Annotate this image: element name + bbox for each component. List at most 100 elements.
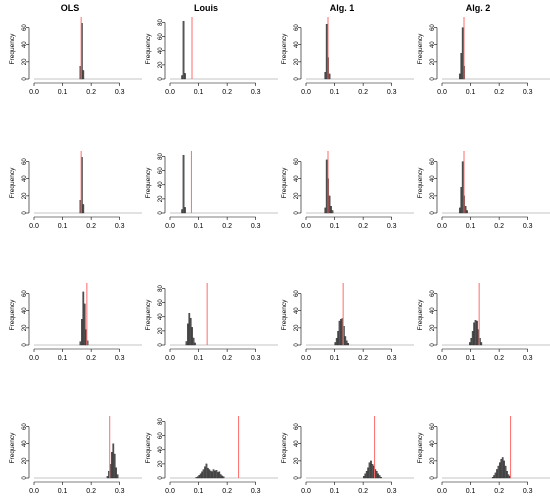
- panel-2-0-y-tick-label-3: 60: [22, 290, 28, 297]
- panel-0-0-y-tick-label-1: 20: [22, 58, 28, 65]
- panel-2-0-bar-2: [82, 291, 85, 346]
- panel-1-1-bar-0: [181, 209, 184, 214]
- panel-1-2-y-tick-label-2: 40: [294, 175, 300, 182]
- panel-2-1-x-tick-label-2: 0.2: [222, 355, 232, 362]
- panel-1-2-x-tick-label-1: 0.1: [330, 223, 340, 230]
- panel-3-1-bar-2: [198, 475, 201, 479]
- panel-0-2-y-tick-label-1: 20: [294, 58, 300, 65]
- panel-1-1-y-tick-label-1: 20: [158, 195, 164, 202]
- panel-3-2-bar-2: [365, 470, 368, 479]
- panel-2-0-y-tick-label-0: 0: [22, 343, 28, 347]
- panel-3-0-x-tick-label-3: 0.3: [115, 488, 125, 495]
- panel-3-2-x-tick-label-1: 0.1: [330, 488, 340, 495]
- panel-1-3-y-label: Frequency: [417, 167, 424, 198]
- panel-1-3-x-tick-label-1: 0.1: [466, 223, 476, 230]
- panel-3-1-bar-19: [222, 476, 225, 479]
- panel-1-2-y-tick-label-1: 20: [294, 192, 300, 199]
- panel-3-2-bar-4: [368, 462, 371, 479]
- panel-2-1-y-tick-label-1: 20: [158, 327, 164, 334]
- panel-2-1-bar-5: [192, 337, 195, 346]
- panel-1-2-y-label: Frequency: [281, 167, 288, 198]
- panel-2-2-bar-7: [344, 336, 347, 346]
- panel-1-2-bar-5: [331, 210, 334, 214]
- panel-2-3-x-tick-label-0: 0.0: [437, 355, 447, 362]
- panel-3-1-bar-8: [206, 467, 209, 479]
- panel-3-0-y-tick-label-3: 60: [22, 423, 28, 430]
- panel-3-2-bar-5: [370, 460, 372, 479]
- panel-2-3-x-tick-label-3: 0.3: [523, 355, 533, 362]
- panel-2-1-y-label: Frequency: [145, 299, 152, 330]
- panel-2-2-bar-8: [345, 340, 348, 346]
- panel-2-0-y-tick-label-2: 40: [22, 307, 28, 314]
- panel-0-3-y-tick-label-1: 20: [430, 58, 436, 65]
- panel-3-1-y-tick-label-1: 20: [158, 460, 164, 467]
- panel-0-2-x-tick-label-1: 0.1: [330, 89, 340, 96]
- panel-3-2-bar-11: [378, 475, 381, 479]
- panel-3-1-y-tick-label-4: 80: [158, 418, 164, 425]
- panel-2-2-y-label: Frequency: [281, 299, 288, 330]
- panel-0-3-bar-0: [458, 73, 461, 80]
- panel-1-2-bar-4: [330, 205, 332, 214]
- panel-3-3-bar-0: [491, 476, 494, 479]
- panel-0-1-x-tick-label-3: 0.3: [251, 89, 261, 96]
- panel-2-3-bar-1: [470, 337, 473, 346]
- panel-2-0-x-tick-label-3: 0.3: [115, 355, 125, 362]
- panel-1-3-bar-1: [460, 187, 463, 214]
- panel-1-2-x-tick-label-0: 0.0: [301, 223, 311, 230]
- panel-3-3-bar-3: [496, 469, 498, 479]
- panel-3-3-x-tick-label-3: 0.3: [523, 488, 533, 495]
- panel-3-1-bar-10: [209, 470, 212, 479]
- panel-2-1-y-tick-label-0: 0: [158, 343, 164, 347]
- panel-1-3-x-tick-label-3: 0.3: [523, 223, 533, 230]
- panel-2-3-y-tick-label-0: 0: [430, 343, 436, 347]
- panel-3-2-y-tick-label-3: 60: [294, 423, 300, 430]
- panel-1-0-y-tick-label-3: 60: [22, 158, 28, 165]
- panel-2-2-y-tick-label-1: 20: [294, 324, 300, 331]
- panel-2-2-bar-2: [337, 331, 340, 346]
- panel-2-0-y-tick-label-1: 20: [22, 324, 28, 331]
- panel-3-3-y-tick-label-1: 20: [430, 457, 436, 464]
- panel-0-1-y-tick-label-4: 80: [158, 19, 164, 26]
- panel-0-2-y-tick-label-2: 40: [294, 41, 300, 48]
- panel-1-2-bar-1: [325, 159, 328, 214]
- panel-3-1-bar-1: [196, 476, 199, 479]
- panel-3-2-y-tick-label-1: 20: [294, 457, 300, 464]
- panel-1-3-y-tick-label-2: 40: [430, 175, 436, 182]
- panel-0-0-x-tick-label-3: 0.3: [115, 89, 125, 96]
- panel-2-2-bar-0: [334, 342, 337, 346]
- panel-1-1-x-tick-label-1: 0.1: [194, 223, 204, 230]
- panel-0-0-y-tick-label-3: 60: [22, 24, 28, 31]
- panel-3-0-bar-3: [110, 452, 113, 479]
- panel-3-1-bar-12: [212, 469, 215, 479]
- panel-3-1-y-tick-label-3: 60: [158, 432, 164, 439]
- panel-3-1-bar-7: [205, 463, 208, 479]
- panel-1-0-x-tick-label-2: 0.2: [86, 223, 96, 230]
- panel-0-3-x-tick-label-3: 0.3: [523, 89, 533, 96]
- panel-3-0-bar-7: [116, 474, 119, 479]
- panel-3-1-bar-0: [195, 477, 198, 479]
- panel-2-2-x-tick-label-0: 0.0: [301, 355, 311, 362]
- panel-0-2-x-tick-label-2: 0.2: [358, 89, 368, 96]
- panel-2-1-bar-4: [191, 327, 194, 346]
- panel-1-3-bar-4: [464, 205, 467, 214]
- panel-0-0-y-label: Frequency: [9, 33, 16, 64]
- panel-1-1-x-tick-label-3: 0.3: [251, 223, 261, 230]
- panel-2-2-bar-4: [340, 319, 342, 346]
- panel-2-1-y-tick-label-2: 40: [158, 313, 164, 320]
- panel-3-3-bar-1: [493, 475, 496, 479]
- panel-3-3-y-tick-label-3: 60: [430, 423, 436, 430]
- panel-3-3-bar-7: [501, 457, 504, 479]
- panel-1-3-x-tick-label-2: 0.2: [494, 223, 504, 230]
- panel-1-1-y-tick-label-3: 60: [158, 167, 164, 174]
- panel-3-2-x-tick-label-3: 0.3: [387, 488, 397, 495]
- panel-1-2-x-tick-label-3: 0.3: [387, 223, 397, 230]
- panel-3-2-bar-1: [364, 473, 367, 479]
- panel-2-1-bar-0: [185, 341, 188, 346]
- panel-3-2-x-tick-label-0: 0.0: [301, 488, 311, 495]
- panel-3-3-x-tick-label-2: 0.2: [494, 488, 504, 495]
- panel-2-1-bar-2: [188, 313, 191, 346]
- panel-2-3-y-tick-label-1: 20: [430, 324, 436, 331]
- panel-1-1-y-tick-label-2: 40: [158, 181, 164, 188]
- panel-3-0-x-tick-label-2: 0.2: [86, 488, 96, 495]
- panel-0-3-y-label: Frequency: [417, 33, 424, 64]
